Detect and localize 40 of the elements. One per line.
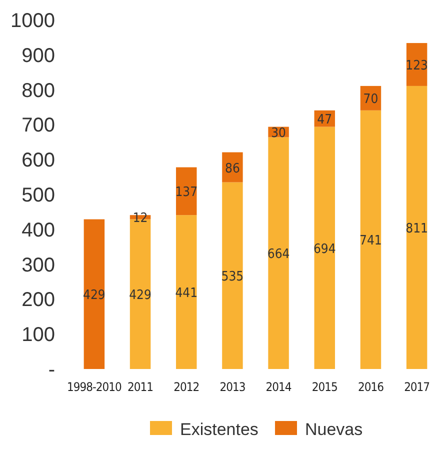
bar [406,86,428,369]
y-tick-label: 400 [22,219,55,242]
legend-label: Existentes [180,420,258,439]
bar [360,110,382,369]
data-label: 86 [225,161,240,176]
y-tick-label: 100 [22,324,55,346]
data-label: 123 [406,58,428,74]
y-tick-label: 900 [22,44,55,67]
bar [84,219,105,369]
legend-label: Nuevas [305,420,363,439]
bar [176,215,197,369]
x-tick-label: 2011 [128,380,154,394]
y-tick-label: 200 [22,289,55,312]
bar [268,137,289,369]
y-tick-label: 700 [22,114,55,137]
bar [176,167,197,216]
data-label: 811 [406,221,428,236]
data-label: 137 [175,185,198,200]
data-label: 741 [360,234,382,249]
data-label: 12 [132,211,148,226]
data-label: 535 [221,270,244,285]
bar [222,182,243,369]
x-tick-label: 2012 [174,380,200,394]
y-tick-label: - [48,359,55,381]
y-tick-label: 1000 [10,10,55,32]
data-label: 47 [317,112,332,128]
data-label: 664 [267,247,290,262]
data-label: 30 [271,126,286,142]
y-tick-label: 600 [22,150,55,172]
x-tick-label: 1998-2010 [67,380,122,394]
x-tick-label: 2016 [358,380,384,394]
bar [314,126,335,369]
x-tick-label: 2015 [312,380,338,394]
y-tick-label: 800 [22,80,55,102]
x-tick-label: 2014 [266,380,292,394]
y-tick-label: 500 [22,184,55,206]
data-label: 70 [363,92,378,108]
x-tick-label: 2017 [404,380,430,394]
y-tick-label: 300 [22,254,55,276]
x-tick-label: 2013 [220,380,246,394]
